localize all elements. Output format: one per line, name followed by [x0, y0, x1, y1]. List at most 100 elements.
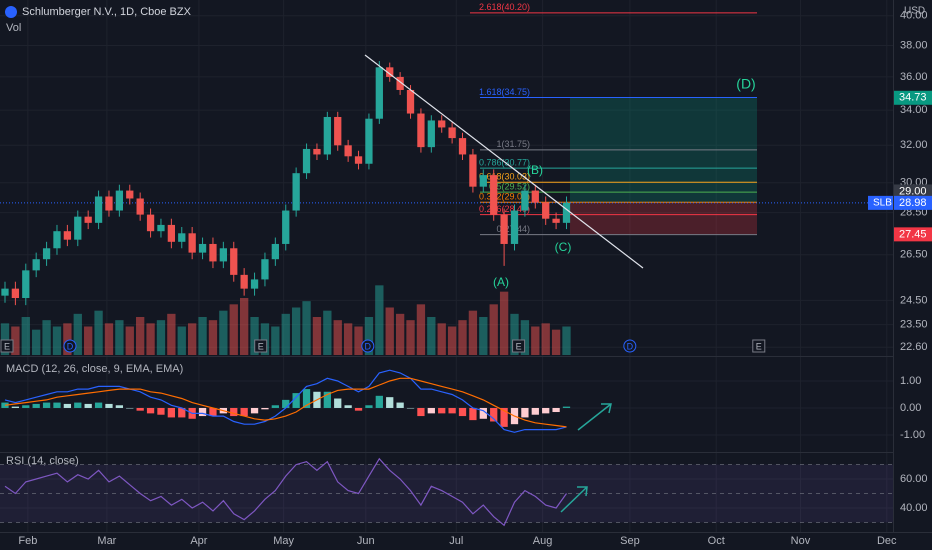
macd-histogram	[136, 407, 144, 411]
volume-bar	[437, 323, 446, 355]
macd-histogram	[469, 407, 477, 421]
candle-body	[167, 224, 176, 242]
price-label-bg	[894, 90, 932, 105]
volume-bar	[0, 323, 10, 355]
volume-bar	[271, 326, 280, 355]
candle-body	[458, 138, 467, 155]
volume-bar	[42, 320, 51, 355]
dividend-marker	[63, 339, 77, 353]
volume-bar	[312, 317, 322, 355]
macd-histogram	[84, 403, 92, 408]
macd-title: MACD (12, 26, close, 9, EMA, EMA)	[6, 363, 183, 375]
volume-bar	[260, 323, 270, 355]
volume-bar	[458, 320, 467, 355]
macd-histogram	[74, 402, 82, 408]
candle-body	[146, 214, 155, 232]
volume-bar	[562, 326, 571, 355]
volume-bar	[63, 323, 72, 355]
macd-histogram	[1, 402, 9, 408]
volume-bar	[177, 326, 186, 355]
macd-histogram	[427, 407, 435, 414]
macd-histogram	[42, 402, 51, 408]
chart-title: Schlumberger N.V., 1D, Cboe BZX	[22, 6, 192, 18]
candle-body	[157, 224, 165, 232]
y-tick-label: -1.00	[900, 429, 925, 441]
macd-histogram	[458, 407, 467, 417]
volume-bar	[281, 313, 290, 355]
y-tick-label: 26.50	[900, 249, 928, 261]
macd-histogram	[115, 405, 124, 408]
dividend-marker	[361, 339, 375, 353]
y-tick-label: 32.00	[900, 139, 928, 151]
macd-histogram	[375, 395, 383, 408]
volume-bar	[84, 326, 93, 355]
macd-histogram	[334, 398, 342, 408]
candle-body	[84, 216, 92, 223]
volume-bar	[499, 291, 509, 355]
x-tick-label: Nov	[791, 535, 811, 547]
candle-body	[178, 233, 186, 242]
x-tick-label: Jun	[357, 535, 375, 547]
macd-histogram	[282, 399, 290, 408]
y-tick-label: 23.50	[900, 318, 928, 330]
candle-body	[562, 202, 571, 223]
x-tick-label: Aug	[533, 535, 553, 547]
candle-body	[74, 216, 82, 240]
candle-body	[115, 190, 124, 211]
volume-bar	[364, 317, 374, 355]
candle-body	[469, 154, 477, 187]
volume-bar	[104, 323, 114, 355]
volume-bar	[343, 323, 353, 355]
macd-histogram	[178, 407, 186, 418]
macd-histogram	[542, 407, 550, 414]
volume-bar	[385, 307, 394, 355]
macd-histogram	[500, 407, 508, 427]
candle-body	[344, 145, 352, 157]
candle-body	[375, 67, 383, 119]
volume-bar	[208, 320, 218, 355]
volume-bar	[146, 323, 155, 355]
symbol-logo	[5, 6, 17, 18]
macd-line	[4, 369, 567, 433]
candle-body	[542, 202, 550, 219]
macd-histogram	[271, 405, 279, 408]
price-label: 28.98	[899, 197, 927, 209]
macd-histogram	[365, 405, 373, 408]
volume-bar	[167, 313, 176, 355]
volume-bar	[32, 329, 41, 355]
macd-histogram	[209, 407, 217, 417]
rsi-line	[4, 457, 567, 527]
volume-bar	[239, 298, 249, 355]
candle-body	[11, 288, 20, 299]
candle-body	[521, 190, 529, 211]
candle-body	[313, 148, 321, 155]
macd-histogram	[157, 407, 165, 415]
x-tick-label: Sep	[620, 535, 640, 547]
fib-label: 1(31.75)	[496, 139, 530, 149]
macd-histogram	[240, 407, 248, 417]
macd-histogram	[417, 407, 425, 417]
volume-bar	[479, 317, 488, 355]
macd-histogram	[94, 402, 103, 408]
macd-histogram	[354, 407, 363, 411]
macd-histogram	[396, 402, 404, 408]
volume-bar	[416, 304, 426, 355]
volume-bar	[531, 326, 540, 355]
macd-histogram	[490, 407, 498, 422]
wave-label: (B)	[527, 163, 543, 177]
macd-histogram	[386, 397, 394, 408]
macd-histogram	[302, 389, 311, 408]
volume-bar	[354, 326, 363, 355]
volume-bar	[52, 326, 62, 355]
y-tick-label: 22.60	[900, 341, 928, 353]
candle-body	[500, 214, 508, 244]
fib-label: 2.618(40.20)	[479, 2, 530, 12]
price-label: 27.45	[899, 228, 927, 240]
volume-bar	[551, 329, 561, 355]
macd-histogram	[22, 405, 30, 408]
signal-line	[4, 377, 567, 428]
y-tick-label: 40.00	[900, 502, 928, 514]
volume-bar	[115, 320, 124, 355]
